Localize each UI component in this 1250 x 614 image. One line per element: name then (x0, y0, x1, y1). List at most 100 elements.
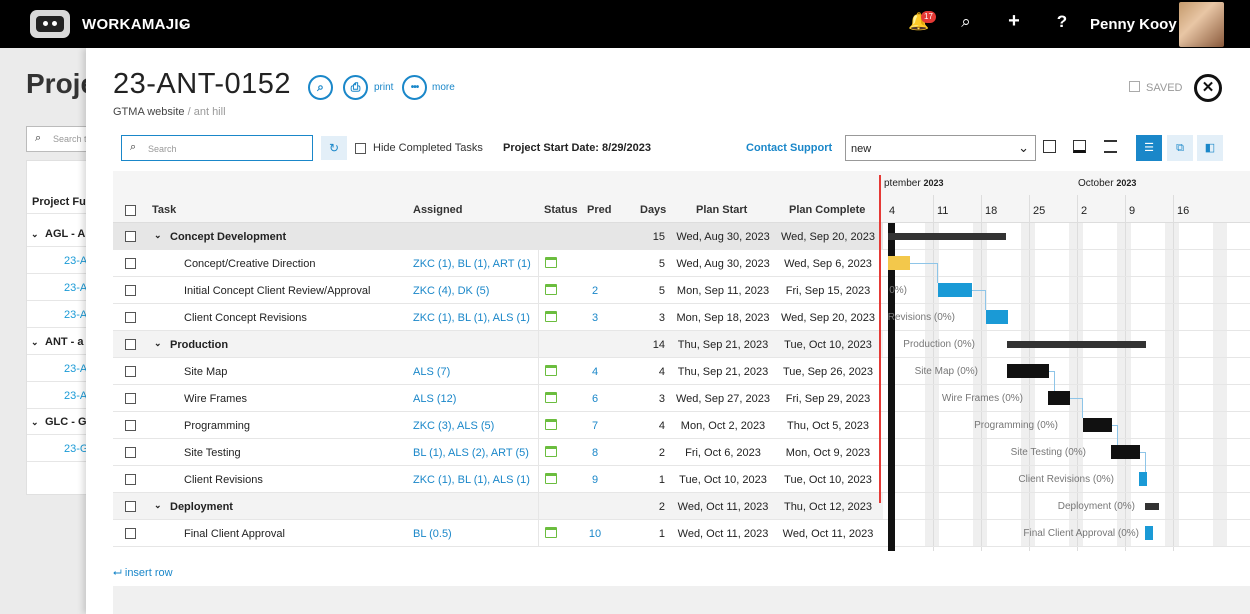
gantt-task-bar[interactable] (938, 283, 972, 297)
row-checkbox[interactable] (125, 339, 136, 350)
row-checkbox[interactable] (125, 366, 136, 377)
plus-icon[interactable]: + (1008, 10, 1020, 32)
gantt-summary-bar[interactable] (888, 233, 1006, 240)
close-button[interactable]: ✕ (1194, 74, 1222, 102)
app-logo-icon[interactable] (30, 10, 70, 38)
assigned-link[interactable]: ALS (12) (413, 393, 457, 405)
row-checkbox[interactable] (125, 231, 136, 242)
gantt-task-bar[interactable] (888, 256, 910, 270)
assigned-link[interactable]: ALS (7) (413, 366, 451, 378)
background-group-row[interactable]: ⌄ ANT - a (27, 335, 97, 349)
background-project-link[interactable]: 23-A (64, 254, 134, 268)
header-plan-complete[interactable]: Plan Complete (789, 204, 866, 216)
task-search-input[interactable]: ⌕ Search (121, 135, 313, 161)
print-icon[interactable]: ⎙ (343, 75, 368, 100)
assigned-link[interactable]: BL (1), ALS (2), ART (5) (413, 447, 529, 459)
background-project-link[interactable]: 23-A (64, 308, 134, 322)
task-row[interactable]: Initial Concept Client Review/Approval ZK… (113, 277, 883, 304)
task-name[interactable]: Client Concept Revisions (184, 312, 307, 324)
avatar[interactable] (1179, 2, 1224, 47)
gantt-view-button[interactable]: ☰ (1136, 135, 1162, 161)
header-days[interactable]: Days (640, 204, 667, 216)
header-pred[interactable]: Pred (587, 204, 612, 216)
contact-support-link[interactable]: Contact Support (746, 142, 833, 154)
task-row[interactable]: Final Client Approval BL (0.5) 10 1 Wed, Oct… (113, 520, 883, 547)
search-project-button[interactable]: ⌕ (308, 75, 333, 100)
assigned-link[interactable]: BL (0.5) (413, 528, 452, 540)
insert-row-link[interactable]: ⮠ insert row (113, 567, 173, 580)
task-name[interactable]: Programming (184, 420, 251, 432)
task-name[interactable]: Final Client Approval (184, 528, 285, 540)
chevron-down-icon[interactable]: ⌄ (154, 338, 162, 348)
task-row[interactable]: Client Concept Revisions ZKC (1), BL (1),… (113, 304, 883, 331)
view-list-icon[interactable] (1104, 140, 1117, 153)
assigned-link[interactable]: ZKC (3), ALS (5) (413, 420, 495, 432)
predecessor-link[interactable]: 6 (591, 393, 599, 405)
background-group-row[interactable]: ⌄ AGL - A (27, 227, 97, 241)
row-checkbox[interactable] (125, 258, 136, 269)
copy-view-button[interactable]: ⧉ (1167, 135, 1193, 161)
calendar-icon[interactable] (545, 392, 557, 403)
predecessor-link[interactable]: 4 (591, 366, 599, 378)
background-project-link[interactable]: 23-A (64, 389, 134, 403)
task-name[interactable]: Site Map (184, 366, 228, 378)
hide-completed-label[interactable]: Hide Completed Tasks (373, 142, 483, 154)
row-checkbox[interactable] (125, 285, 136, 296)
row-checkbox[interactable] (125, 528, 136, 539)
row-checkbox[interactable] (125, 501, 136, 512)
help-icon[interactable]: ? (1056, 12, 1068, 31)
calendar-icon[interactable] (545, 527, 557, 538)
select-all-checkbox[interactable] (125, 205, 136, 216)
hide-completed-checkbox[interactable] (355, 143, 366, 154)
gantt-summary-bar[interactable] (1145, 503, 1159, 510)
user-name[interactable]: Penny Kooy (1090, 16, 1177, 33)
predecessor-link[interactable]: 10 (588, 528, 602, 540)
gantt-task-bar[interactable] (986, 310, 1008, 324)
task-row[interactable]: Site Map ALS (7) 4 4 Thu, Sep 21, 2023 Tue, S… (113, 358, 883, 385)
gantt-summary-bar[interactable] (1007, 341, 1146, 348)
task-group-row[interactable]: ⌄ Production 14 Thu, Sep 21, 2023 Tue, Oct 1… (113, 331, 883, 358)
gantt-task-bar[interactable] (1083, 418, 1112, 432)
assigned-link[interactable]: ZKC (1), BL (1), ART (1) (413, 258, 531, 270)
calendar-icon[interactable] (545, 365, 557, 376)
row-checkbox[interactable] (125, 474, 136, 485)
more-icon[interactable]: ••• (402, 75, 427, 100)
chevron-down-icon[interactable]: ⌄ (178, 14, 190, 30)
chevron-down-icon[interactable]: ⌄ (154, 230, 162, 240)
background-project-link[interactable]: 23-G (64, 442, 134, 456)
task-name[interactable]: Production (170, 339, 229, 351)
view-select[interactable]: new ⌄ (845, 135, 1036, 161)
task-row[interactable]: Client Revisions ZKC (1), BL (1), ALS (1)… (113, 466, 883, 493)
calendar-icon[interactable] (545, 419, 557, 430)
gantt-task-bar[interactable] (1048, 391, 1070, 405)
predecessor-link[interactable]: 8 (591, 447, 599, 459)
task-group-row[interactable]: ⌄ Deployment 2 Wed, Oct 11, 2023 Thu, Oct 12… (113, 493, 883, 520)
predecessor-link[interactable]: 2 (591, 285, 599, 297)
task-row[interactable]: Programming ZKC (3), ALS (5) 7 4 Mon, Oct 2,… (113, 412, 883, 439)
gantt-task-bar[interactable] (1111, 445, 1140, 459)
header-status[interactable]: Status (544, 204, 578, 216)
calendar-icon[interactable] (545, 473, 557, 484)
background-project-link[interactable]: 23-A (64, 362, 134, 376)
client-name[interactable]: GTMA website (113, 106, 185, 118)
header-task[interactable]: Task (152, 204, 177, 216)
task-name[interactable]: Wire Frames (184, 393, 247, 405)
task-name[interactable]: Concept Development (170, 231, 287, 243)
view-split-icon[interactable] (1073, 140, 1086, 153)
task-row[interactable]: Concept/Creative Direction ZKC (1), BL (1… (113, 250, 883, 277)
print-link[interactable]: print (374, 82, 394, 93)
calendar-icon[interactable] (545, 446, 557, 457)
background-search-input[interactable]: ⌕ Search t (26, 126, 96, 152)
task-name[interactable]: Client Revisions (184, 474, 263, 486)
row-checkbox[interactable] (125, 312, 136, 323)
predecessor-link[interactable]: 9 (591, 474, 599, 486)
header-plan-start[interactable]: Plan Start (696, 204, 748, 216)
sidebar-toggle-button[interactable]: ◧ (1197, 135, 1223, 161)
view-grid-icon[interactable] (1043, 140, 1056, 153)
task-row[interactable]: Site Testing BL (1), ALS (2), ART (5) 8 2 Fr… (113, 439, 883, 466)
calendar-icon[interactable] (545, 257, 557, 268)
background-project-link[interactable]: 23-A (64, 281, 134, 295)
gantt-task-bar[interactable] (1139, 472, 1147, 486)
task-group-row[interactable]: ⌄ Concept Development 15 Wed, Aug 30, 2023 W… (113, 223, 883, 250)
calendar-icon[interactable] (545, 284, 557, 295)
